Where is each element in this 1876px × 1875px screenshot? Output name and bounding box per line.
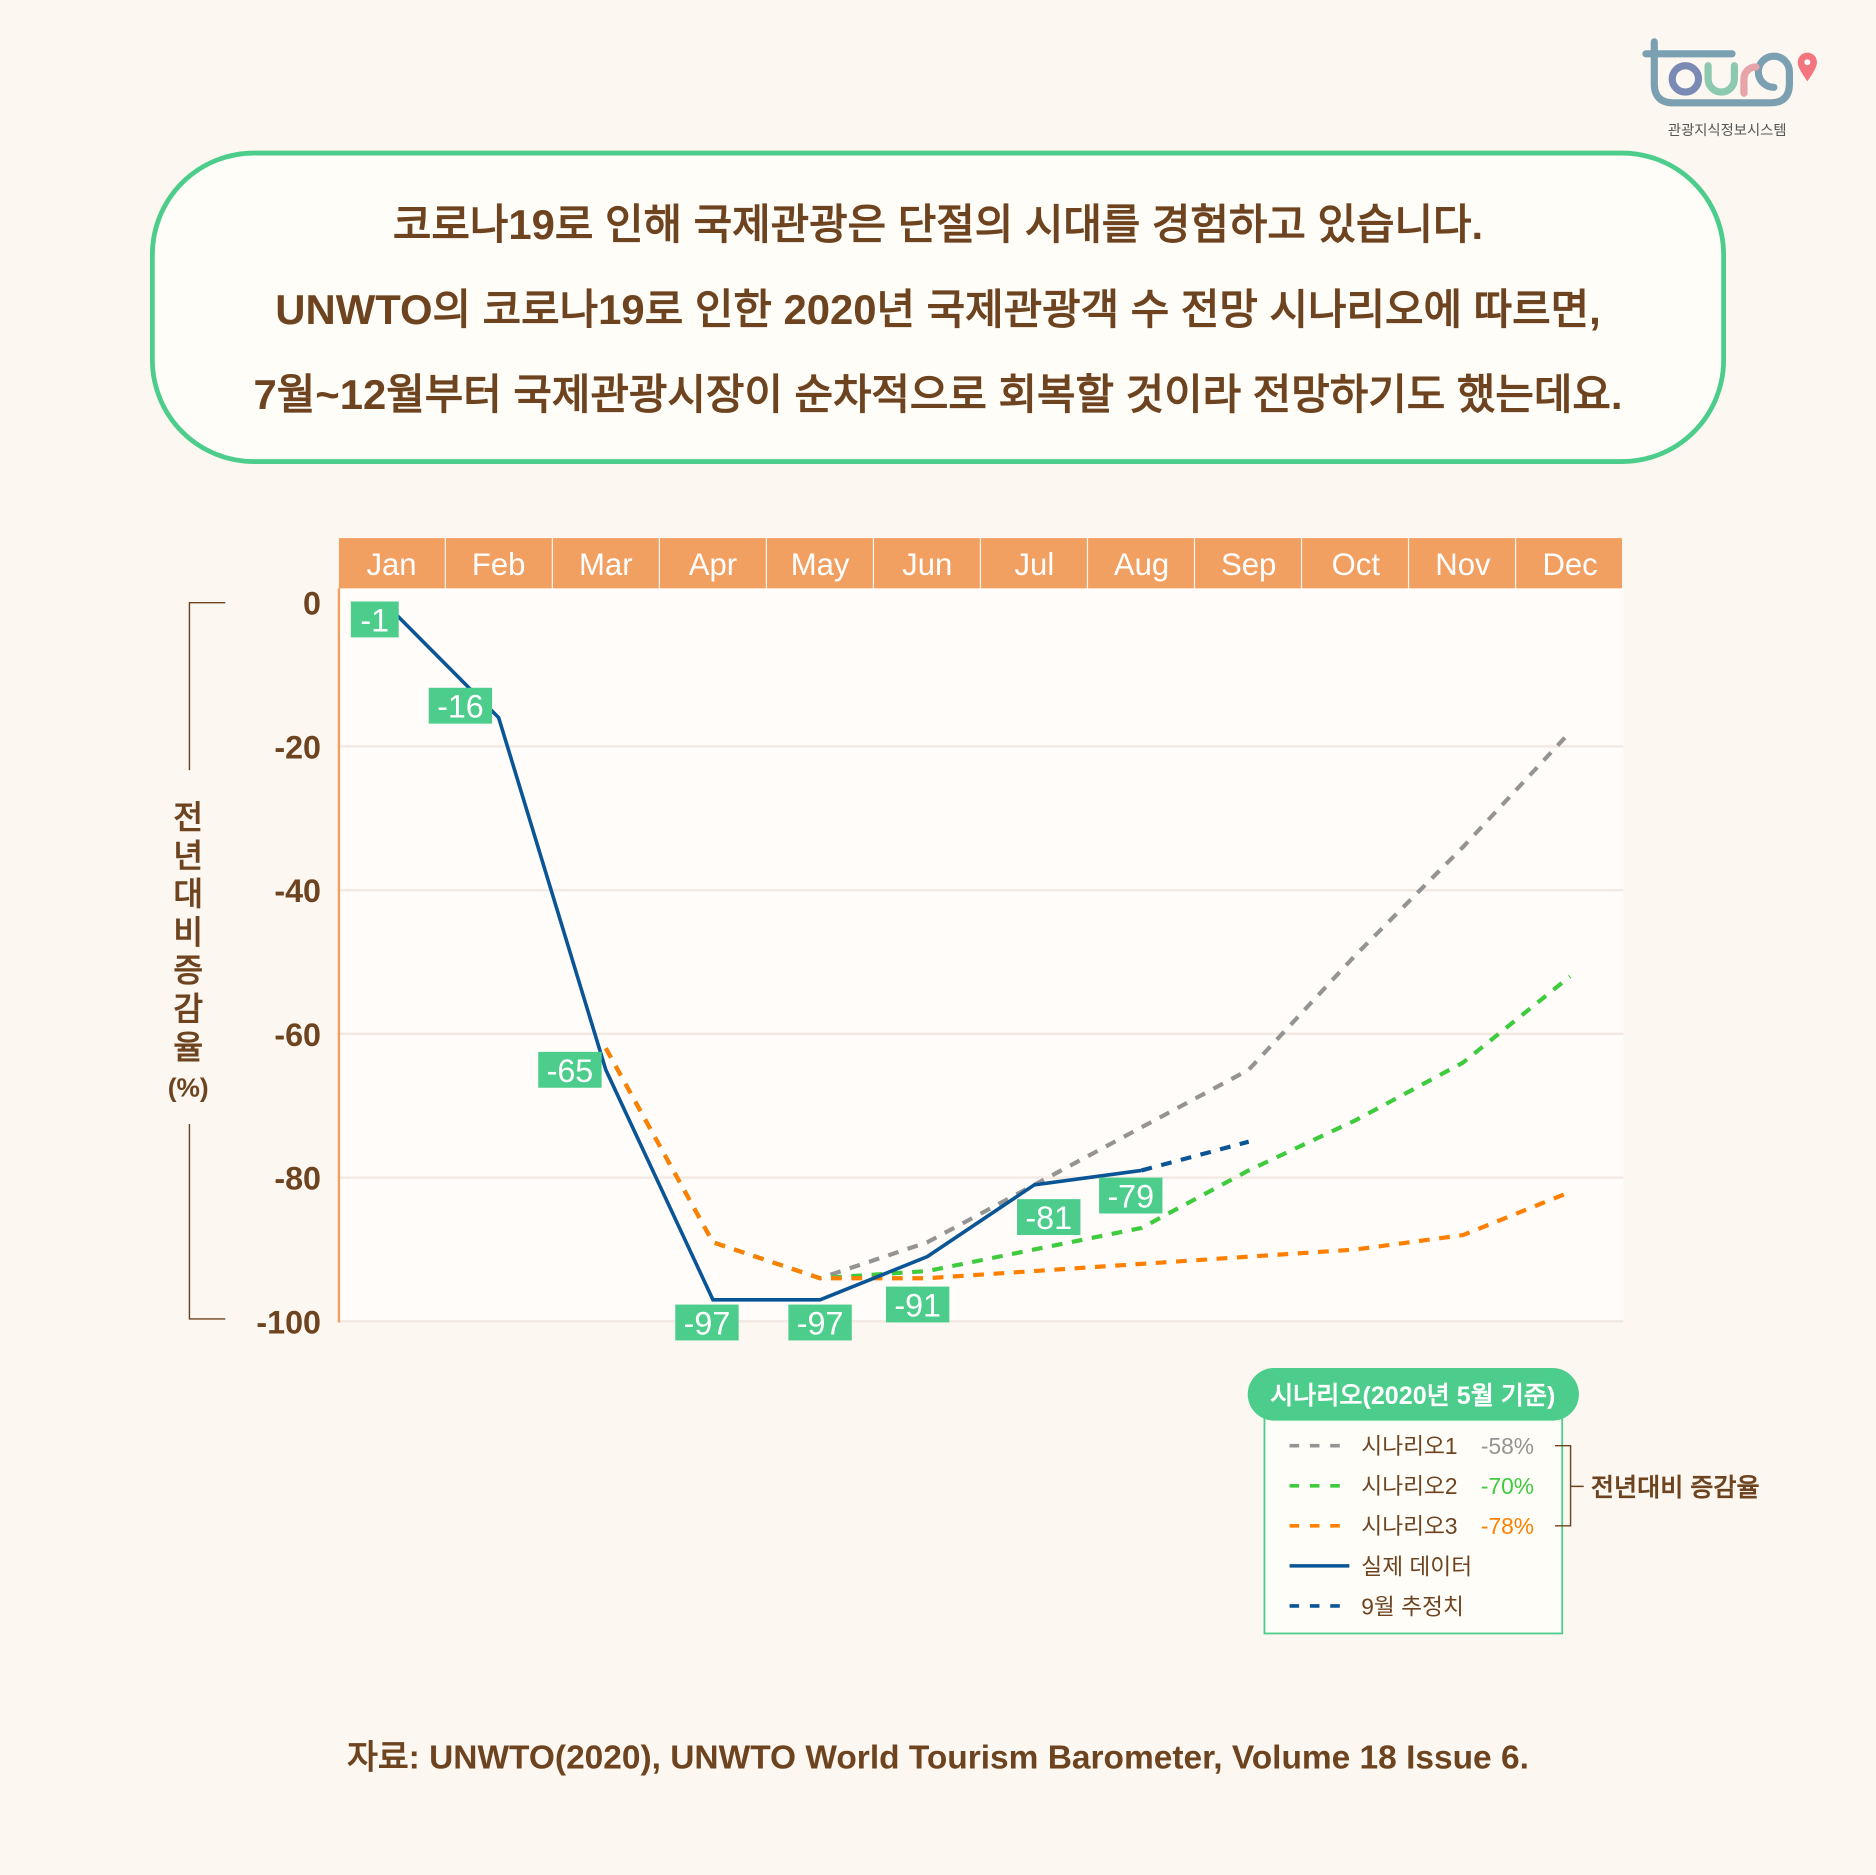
y-tick-label: -80 — [274, 1161, 321, 1197]
headline-line-1: 코로나19로 인해 국제관광은 단절의 시대를 경험하고 있습니다. — [393, 201, 1483, 248]
y-label-char: 율 — [173, 1029, 203, 1065]
data-label: -97 — [684, 1305, 731, 1341]
data-label-box — [1099, 1177, 1163, 1214]
headline-line-2: UNWTO의 코로나19로 인한 2020년 국제관광객 수 전망 시나리오에 … — [275, 286, 1600, 333]
legend-title-pill — [1247, 1367, 1579, 1421]
data-label-box — [885, 1286, 950, 1323]
data-label: -79 — [1107, 1178, 1154, 1214]
month-header-cell — [767, 538, 873, 589]
y-tick-label: -60 — [274, 1017, 321, 1053]
logo-subtitle: 관광지식정보시스템 — [1668, 122, 1787, 139]
plot-area — [338, 588, 1624, 1323]
x-tick-label: Oct — [1332, 547, 1381, 582]
legend-box — [1263, 1398, 1564, 1635]
data-label-box — [675, 1304, 739, 1341]
legend-bracket — [1555, 1444, 1584, 1527]
legend-label: 시나리오2 — [1361, 1473, 1457, 1499]
y-label-char: 비 — [173, 914, 203, 950]
series-line-scenario2 — [603, 974, 1572, 1281]
y-tick-label: -100 — [256, 1304, 321, 1340]
x-tick-label: Jun — [902, 547, 952, 582]
legend-bracket-label: 전년대비 증감율 — [1591, 1474, 1760, 1502]
data-label-box — [350, 601, 399, 638]
source-note: 자료: UNWTO(2020), UNWTO World Tourism Bar… — [347, 1740, 1529, 1777]
data-label-box — [428, 687, 493, 724]
x-tick-label: Dec — [1542, 547, 1597, 582]
month-header-cell — [1516, 538, 1622, 589]
x-tick-label: Mar — [579, 547, 633, 582]
tour9-logo: 관광지식정보시스템 — [1642, 38, 1817, 139]
x-tick-label: Jul — [1015, 547, 1055, 582]
y-label-char: 전 — [173, 800, 203, 836]
legend-value: -70% — [1481, 1473, 1534, 1499]
legend-title: 시나리오(2020년 5월 기준) — [1270, 1382, 1555, 1410]
y-label-char: 대 — [173, 876, 203, 912]
month-header-cell — [1195, 538, 1301, 589]
legend-value: -58% — [1481, 1433, 1534, 1459]
x-tick-label: Nov — [1435, 547, 1491, 582]
data-label-box — [1017, 1199, 1081, 1236]
legend-label: 시나리오1 — [1361, 1433, 1457, 1459]
y-label-char: 증 — [173, 953, 203, 989]
y-axis-bracket — [188, 601, 226, 1320]
y-label-char: 감 — [173, 991, 203, 1027]
data-label: -16 — [437, 689, 484, 725]
y-label-char: 년 — [173, 838, 203, 874]
legend-value: -78% — [1481, 1513, 1534, 1539]
data-label-box — [538, 1051, 602, 1088]
data-label: -65 — [547, 1053, 594, 1089]
x-tick-label: Jan — [366, 547, 416, 582]
data-label: -1 — [360, 602, 389, 638]
month-header-cell — [445, 538, 552, 589]
map-pin-icon — [1797, 52, 1817, 82]
data-label-box — [788, 1304, 852, 1341]
x-tick-label: Feb — [472, 547, 526, 582]
data-label: -91 — [894, 1287, 941, 1323]
legend-label: 9월 추정치 — [1361, 1593, 1464, 1619]
month-header-cell — [981, 538, 1087, 589]
headline-line-3: 7월~12월부터 국제관광시장이 순차적으로 회복할 것이라 전망하기도 했는데… — [253, 371, 1622, 418]
series-line-scenario1 — [603, 730, 1572, 1281]
y-tick-label: 0 — [303, 586, 321, 622]
month-header-cell — [1088, 538, 1194, 589]
data-label: -97 — [797, 1305, 844, 1341]
month-header-cell — [552, 538, 659, 589]
series-line-scenario3 — [603, 1047, 1571, 1281]
x-tick-label: May — [791, 547, 850, 582]
data-label: -81 — [1025, 1200, 1072, 1236]
legend-label: 시나리오3 — [1361, 1513, 1457, 1539]
x-tick-label: Sep — [1221, 547, 1276, 582]
month-header-cell — [338, 538, 445, 589]
x-tick-label: Apr — [689, 547, 737, 582]
y-tick-label: -20 — [274, 729, 321, 765]
month-header-cell — [659, 538, 766, 589]
headline-box — [149, 150, 1727, 464]
y-tick-label: -40 — [274, 873, 321, 909]
month-header-cell — [1409, 538, 1515, 589]
legend-label: 실제 데이터 — [1361, 1553, 1472, 1579]
x-tick-label: Aug — [1114, 547, 1169, 582]
series-line-actual — [390, 608, 1142, 1302]
y-label-unit: (%) — [168, 1073, 209, 1103]
month-header-cell — [1302, 538, 1408, 589]
month-header-cell — [874, 538, 980, 589]
